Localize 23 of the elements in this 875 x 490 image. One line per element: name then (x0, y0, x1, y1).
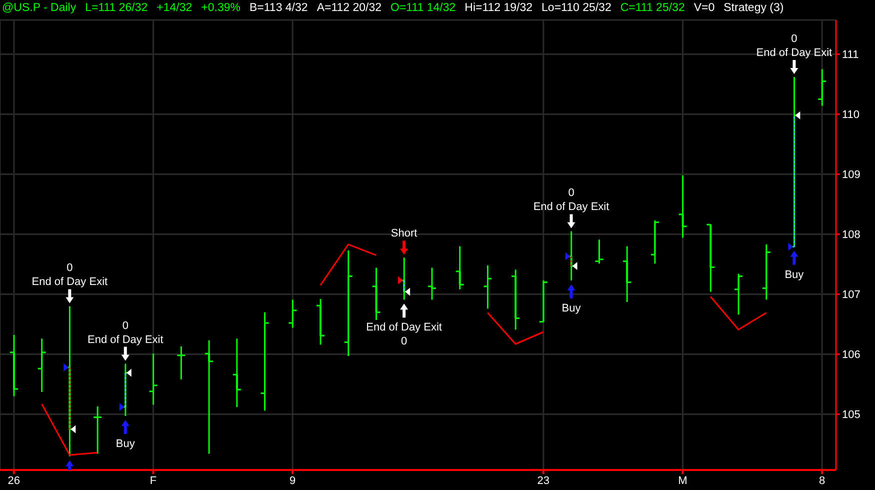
y-tick-label: 107 (842, 289, 860, 302)
annotation: Buy (562, 302, 582, 314)
x-tick-label: 9 (290, 474, 296, 487)
y-tick-label: 106 (842, 349, 860, 362)
annotation: 0 End of Day Exit (533, 187, 610, 214)
x-tick-label: 26 (8, 474, 20, 487)
annotation: 0 End of Day Exit (32, 262, 108, 288)
annotation: 0 End of Day Exit (756, 33, 832, 59)
annotation: Buy (116, 438, 136, 450)
x-tick-label: F (150, 474, 157, 487)
x-tick-label: 23 (537, 474, 550, 487)
annotation: 0 End of Day Exit (87, 320, 164, 346)
annotation: Buy (784, 268, 804, 281)
y-tick-label: 110 (842, 109, 860, 122)
y-tick-label: 105 (842, 409, 860, 422)
chart-title: @US.P - Daily L=111 26/32 +14/32 +0.39% B=113 4/32 A=112 20/32 O=111 14/32 Hi=112 19/32 Lo=110 25/32 C=111 25/32 V=0 Strategy (3) (2, 2, 784, 14)
annotation: Short (390, 228, 418, 240)
y-tick-label: 108 (842, 229, 860, 242)
x-tick-label: 8 (819, 474, 826, 487)
annotation: End of Day Exit 0 (366, 322, 442, 348)
y-tick-label: 111 (842, 49, 859, 62)
y-tick-label: 109 (842, 169, 860, 182)
x-tick-label: M (678, 474, 688, 487)
